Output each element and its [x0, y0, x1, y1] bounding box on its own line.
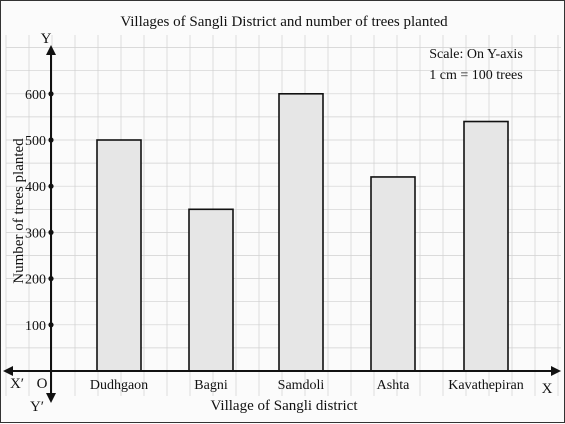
y-tick-label: 200 [25, 273, 46, 288]
y-tick-mark [48, 183, 54, 189]
chart-title: Villages of Sangli District and number o… [120, 14, 448, 30]
x-prime-label: X′ [10, 376, 24, 392]
origin-label: O [37, 376, 48, 392]
y-axis-end-label: Y [41, 31, 52, 47]
x-axis-left-arrow [3, 366, 13, 376]
scale-note-line-2: 1 cm = 100 trees [429, 68, 522, 83]
y-tick-label: 500 [25, 134, 46, 149]
y-tick-label: 300 [25, 226, 46, 241]
x-category-label: Ashta [377, 378, 410, 393]
y-tick-mark [48, 322, 54, 328]
y-tick-label: 400 [25, 180, 46, 195]
y-axis-title: Number of trees planted [11, 138, 27, 284]
x-category-label: Dudhgaon [90, 378, 148, 393]
bar-ashta [370, 176, 416, 372]
y-tick-mark [48, 137, 54, 143]
scale-note-line-1: Scale: On Y-axis [429, 47, 523, 62]
bars [96, 93, 509, 372]
y-tick-mark [48, 229, 54, 235]
bar-bagni [188, 208, 234, 372]
x-category-label: Samdoli [278, 378, 325, 393]
y-axis-top-arrow [46, 45, 56, 55]
y-tick-mark [48, 276, 54, 282]
y-tick-mark [48, 91, 54, 97]
x-axis-end-label: X [542, 381, 553, 397]
category-labels: Dudhgaon Bagni Samdoli Ashta Kavathepiran [90, 378, 524, 393]
x-category-label: Kavathepiran [448, 378, 523, 393]
x-axis-title: Village of Sangli district [211, 398, 359, 414]
axes [3, 45, 561, 403]
y-tick-label: 600 [25, 88, 46, 103]
x-category-label: Bagni [194, 378, 228, 393]
bar-samdoli [278, 93, 324, 372]
x-axis-right-arrow [551, 366, 561, 376]
y-ticks: 100 200 300 400 500 600 [25, 88, 54, 334]
y-axis-bottom-arrow [46, 393, 56, 403]
y-prime-label: Y′ [30, 399, 44, 415]
bar-dudhgaon [96, 139, 142, 372]
y-tick-label: 100 [25, 319, 46, 334]
bar-kavathepiran [463, 120, 509, 372]
